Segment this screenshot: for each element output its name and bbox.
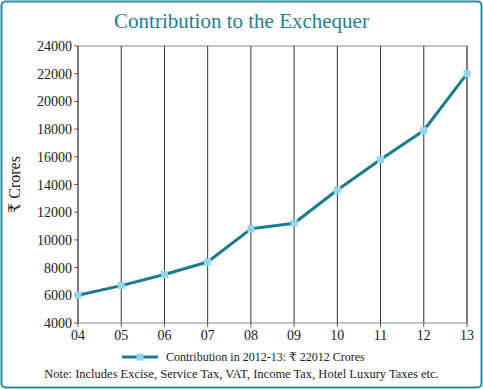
chart-svg: Contribution to the Exchequer 04 05 06 07 08 0…: [0, 0, 483, 389]
plot-frame: [78, 46, 467, 323]
y-tick-label: 14000: [37, 178, 72, 193]
y-tick: [74, 156, 78, 157]
x-tick: [121, 323, 122, 327]
x-tick: [78, 323, 79, 327]
series-marker: [204, 259, 211, 266]
x-tick: [467, 323, 468, 327]
series-marker: [420, 127, 427, 134]
x-tick-label: 07: [201, 328, 215, 343]
grid-line-x: [250, 46, 251, 323]
grid-line-x: [294, 46, 295, 323]
y-tick-label: 12000: [37, 205, 72, 220]
x-tick: [294, 323, 295, 327]
x-tick-label: 08: [244, 328, 258, 343]
plot-area: [75, 70, 471, 299]
y-tick-label: 20000: [37, 94, 72, 109]
x-tick: [164, 323, 165, 327]
y-tick-label: 4000: [44, 316, 72, 331]
x-tick: [250, 323, 251, 327]
y-tick: [74, 73, 78, 74]
chart-root: Contribution to the Exchequer 04 05 06 07 08 0…: [0, 0, 483, 389]
grid-line-x: [207, 46, 208, 323]
y-axis-label: ₹ Crores: [6, 156, 23, 213]
legend-label: Contribution in 2012-13: ₹ 22012 Crores: [166, 350, 365, 364]
y-tick-label: 22000: [37, 67, 72, 82]
series-marker: [75, 292, 82, 299]
grid-line-x: [467, 46, 468, 323]
y-tick-label: 6000: [44, 288, 72, 303]
title: Contribution to the Exchequer: [114, 9, 369, 33]
x-tick-label: 04: [71, 328, 85, 343]
grid-line-x: [380, 46, 381, 323]
series-marker: [334, 187, 341, 194]
series-marker: [377, 156, 384, 163]
y-tick: [74, 212, 78, 213]
series-marker: [118, 282, 125, 289]
y-tick: [74, 184, 78, 185]
x-tick-label: 13: [460, 328, 474, 343]
x-tick-label: 09: [287, 328, 301, 343]
series-marker: [464, 70, 471, 77]
x-tick: [337, 323, 338, 327]
y-tick-label: 16000: [37, 150, 72, 165]
grid-line-x: [423, 46, 424, 323]
series-line: [78, 74, 467, 296]
y-tick-label: 8000: [44, 261, 72, 276]
series-marker: [161, 271, 168, 278]
x-tick-label: 12: [417, 328, 431, 343]
x-tick-label: 05: [114, 328, 128, 343]
series-marker: [247, 225, 254, 232]
x-tick-label: 06: [157, 328, 171, 343]
y-tick-label: 18000: [37, 122, 72, 137]
y-tick: [74, 101, 78, 102]
y-tick-label: 24000: [37, 39, 72, 54]
x-tick-label: 10: [330, 328, 344, 343]
grid-line-x: [337, 46, 338, 323]
x-tick-label: 11: [374, 328, 387, 343]
note: Note: Includes Excise, Service Tax, VAT,…: [44, 367, 439, 381]
grid-line-x: [121, 46, 122, 323]
outer-border: [2, 2, 482, 388]
y-tick: [74, 323, 78, 324]
legend-marker: [137, 354, 144, 361]
y-tick: [74, 129, 78, 130]
x-tick: [423, 323, 424, 327]
y-tick: [74, 46, 78, 47]
x-tick: [207, 323, 208, 327]
series-marker: [291, 220, 298, 227]
x-tick: [380, 323, 381, 327]
y-tick: [74, 267, 78, 268]
y-tick-label: 10000: [37, 233, 72, 248]
grid-line-x: [164, 46, 165, 323]
y-tick: [74, 239, 78, 240]
